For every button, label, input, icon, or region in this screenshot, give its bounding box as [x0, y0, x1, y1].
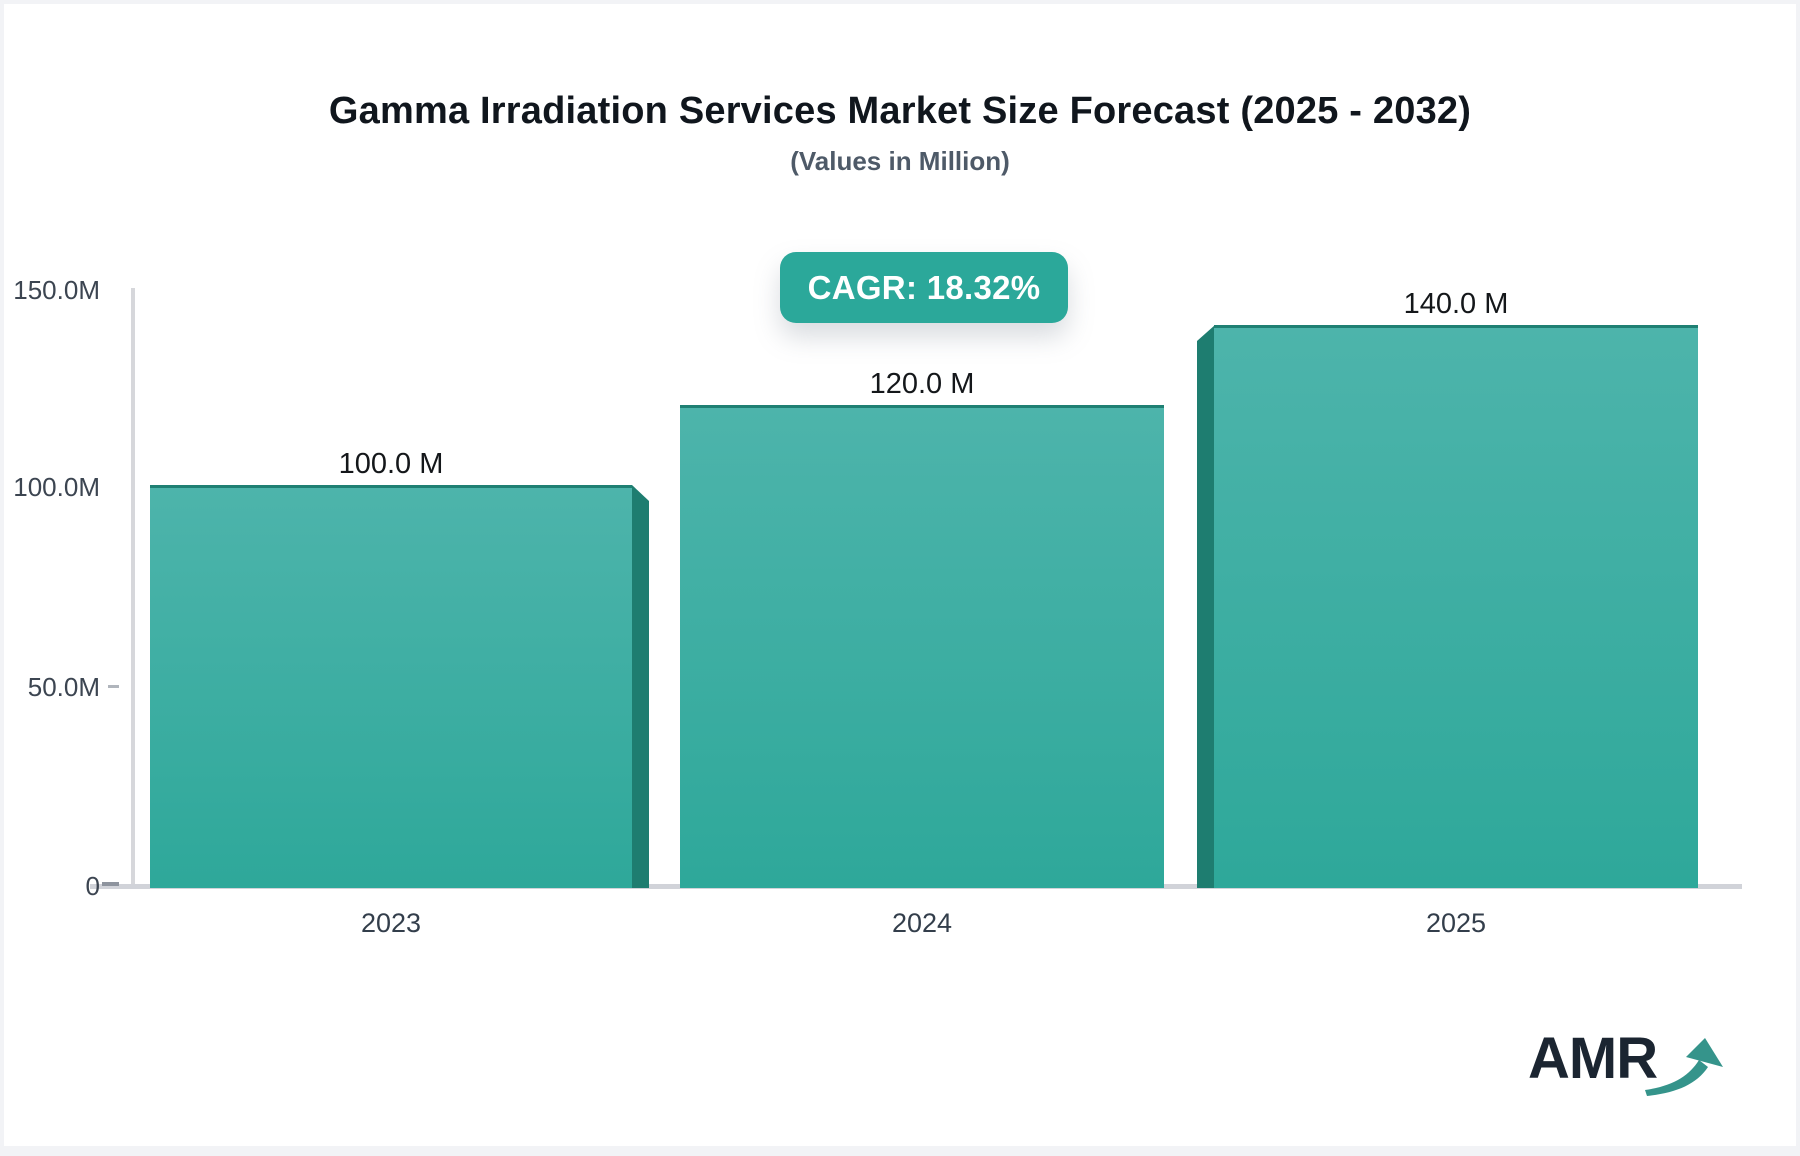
y-tick-label-50m: 50.0M: [27, 672, 100, 702]
amr-logo: AMR: [1528, 1030, 1733, 1100]
x-category-label-2024: 2024: [891, 908, 953, 938]
cagr-badge: CAGR: 18.32%: [780, 252, 1068, 323]
x-category-label-2025: 2025: [1425, 908, 1487, 938]
bar-value-label-2025: 140.0 M: [1403, 288, 1509, 320]
bar-value-label-2024: 120.0 M: [869, 368, 975, 400]
y-tick-mark-0: [102, 882, 119, 886]
bar-2025-side-3d: [1197, 325, 1215, 888]
chart-subtitle: (Values in Million): [790, 146, 1010, 176]
bar-2023-side-3d: [632, 485, 649, 888]
bar-2024: [680, 405, 1164, 888]
x-category-label-2023: 2023: [360, 908, 422, 938]
amr-logo-text: AMR: [1528, 1026, 1658, 1091]
y-tick-label-100m: 100.0M: [13, 472, 100, 502]
y-tick-label-0: 0: [85, 871, 100, 901]
y-tick-label-150m: 150.0M: [13, 275, 100, 305]
bar-value-label-2023: 100.0 M: [338, 448, 444, 480]
chart-title: Gamma Irradiation Services Market Size F…: [328, 90, 1472, 132]
y-tick-mark-50m: [108, 685, 119, 688]
bar-2025: [1214, 325, 1698, 888]
cagr-badge-label: CAGR: 18.32%: [807, 268, 1041, 306]
y-axis-line: [131, 288, 135, 888]
bar-2023: [150, 485, 632, 888]
growth-arrow-icon: [1645, 1038, 1724, 1096]
